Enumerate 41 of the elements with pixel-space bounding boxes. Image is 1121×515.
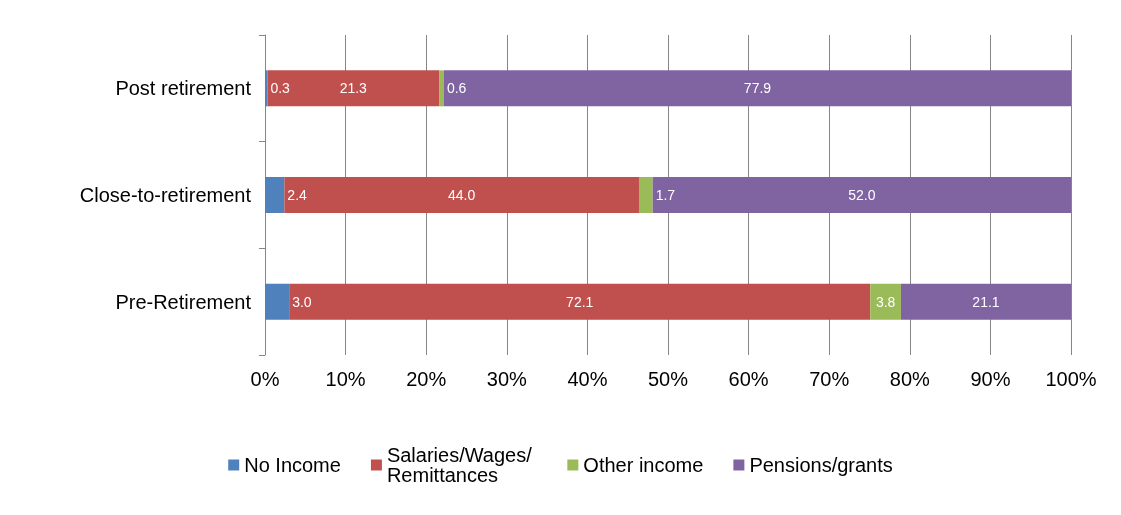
bar: [638, 177, 653, 213]
legend-label: Other income: [583, 454, 704, 476]
y-tick-label: Pre-Retirement: [115, 290, 252, 313]
data-label: 21.3: [339, 80, 368, 97]
data-label: 72.1: [566, 293, 594, 310]
bar: [652, 177, 1071, 213]
bar: [284, 177, 639, 213]
data-label: 3.8: [875, 293, 896, 310]
data-label: 52.0: [848, 187, 876, 203]
bar: [439, 70, 444, 107]
bar: [289, 283, 871, 320]
data-label: 0.3: [270, 80, 291, 97]
x-tick-label: 80%: [889, 368, 931, 390]
bar: [443, 70, 1071, 107]
data-label: 2.4: [287, 187, 308, 203]
bar: [267, 70, 440, 107]
y-tick-label: Post retirement: [115, 77, 252, 100]
x-tick-label: 100%: [1045, 368, 1097, 390]
data-label: 1.7: [655, 187, 676, 203]
data-label: 0.6: [446, 80, 467, 97]
x-tick-label: 90%: [970, 368, 1011, 390]
x-tick-label: 10%: [325, 368, 366, 390]
x-tick-label: 40%: [567, 368, 608, 390]
bar: [900, 283, 1071, 320]
data-label: 3.0: [292, 293, 312, 310]
y-tick-label: Close-to-retirement: [79, 184, 252, 206]
bar: [870, 283, 901, 320]
bar: [265, 283, 290, 320]
x-tick-label: 30%: [486, 368, 528, 390]
data-label: 21.1: [972, 293, 1000, 310]
x-tick-label: 50%: [647, 368, 689, 390]
x-tick-label: 0%: [250, 368, 280, 390]
legend-label: Salaries/Wages/ Remittances: [386, 444, 538, 486]
legend-label: No Income: [244, 454, 341, 476]
x-tick-label: 60%: [728, 368, 769, 390]
x-tick-label: 20%: [406, 368, 447, 390]
bar: [265, 177, 285, 213]
x-tick-label: 70%: [809, 368, 850, 390]
data-label: 44.0: [448, 187, 476, 203]
data-label: 77.9: [743, 80, 772, 97]
legend-label: Pensions/grants: [749, 454, 893, 476]
